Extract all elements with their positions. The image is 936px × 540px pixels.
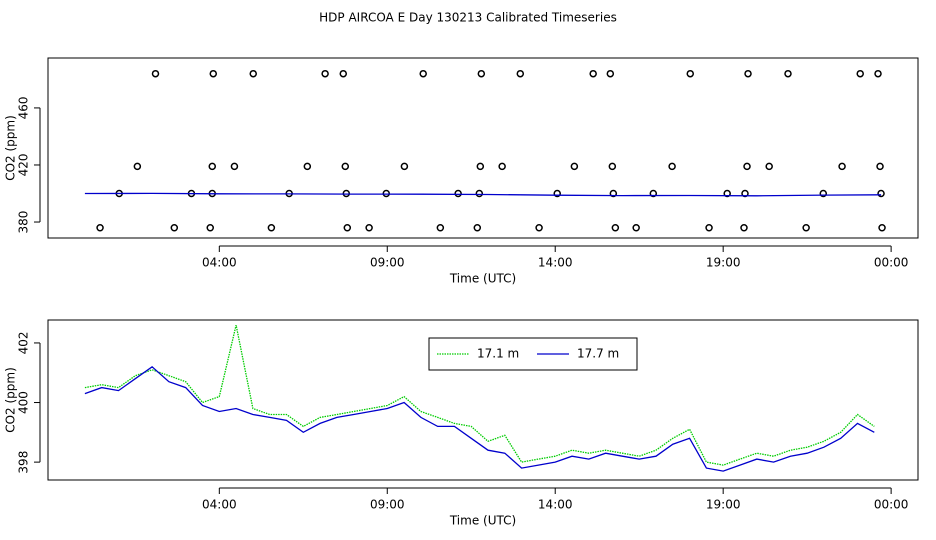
calibration-point bbox=[419, 69, 427, 78]
calibration-point bbox=[705, 223, 713, 232]
legend-label: 17.7 m bbox=[577, 347, 619, 361]
plot-frame bbox=[47, 319, 919, 481]
calibration-point bbox=[608, 162, 617, 171]
calibration-point bbox=[498, 162, 506, 171]
calibration-point bbox=[473, 223, 482, 232]
calibration-point bbox=[170, 223, 179, 232]
calibration-point bbox=[339, 69, 348, 78]
calibration-point bbox=[609, 189, 618, 198]
x-tick-label: 00:00 bbox=[874, 498, 909, 512]
calibration-point bbox=[877, 189, 885, 198]
calibration-point bbox=[649, 189, 658, 198]
y-tick-label: 398 bbox=[17, 451, 31, 474]
calibration-point bbox=[878, 223, 886, 232]
x-tick-label: 09:00 bbox=[370, 256, 405, 270]
x-tick-label: 04:00 bbox=[202, 256, 237, 270]
calibration-point bbox=[476, 162, 485, 171]
calibration-point bbox=[668, 162, 676, 171]
calibration-point bbox=[765, 162, 773, 171]
y-tick-label: 460 bbox=[17, 96, 31, 119]
x-axis-label: Time (UTC) bbox=[449, 272, 516, 286]
calibration-point bbox=[743, 162, 751, 171]
calibration-point bbox=[209, 69, 218, 78]
calibration-point bbox=[249, 69, 257, 78]
calibration-point bbox=[876, 162, 884, 171]
x-tick-label: 19:00 bbox=[706, 498, 741, 512]
y-axis-label: CO2 (ppm) bbox=[4, 115, 18, 181]
x-axis-label: Time (UTC) bbox=[449, 514, 516, 528]
calibration-point bbox=[151, 69, 160, 78]
calibration-point bbox=[303, 162, 312, 171]
y-tick-label: 400 bbox=[17, 391, 31, 414]
calibration-point bbox=[819, 189, 828, 198]
x-tick-label: 09:00 bbox=[370, 498, 405, 512]
calibration-point bbox=[744, 69, 752, 78]
calibration-point bbox=[784, 69, 792, 78]
calibration-point bbox=[874, 69, 882, 78]
calibration-point bbox=[267, 223, 276, 232]
series-line bbox=[84, 365, 875, 472]
calibration-point bbox=[400, 162, 409, 171]
calibration-point bbox=[606, 69, 615, 78]
calibration-point bbox=[321, 69, 329, 78]
calibration-point bbox=[856, 69, 864, 78]
calibration-point bbox=[686, 69, 695, 78]
calibration-point bbox=[365, 223, 373, 232]
plot-frame bbox=[47, 57, 919, 239]
calibration-point bbox=[589, 69, 597, 78]
legend-label: 17.1 m bbox=[477, 347, 519, 361]
calibration-point bbox=[535, 223, 543, 232]
calibration-point bbox=[740, 223, 748, 232]
y-tick-label: 420 bbox=[17, 154, 31, 177]
calibration-point bbox=[206, 223, 214, 232]
chart-title: HDP AIRCOA E Day 130213 Calibrated Times… bbox=[319, 11, 617, 25]
calibration-point bbox=[477, 69, 486, 78]
y-tick-label: 402 bbox=[17, 331, 31, 354]
calibration-point bbox=[96, 223, 104, 232]
calibration-point bbox=[723, 189, 731, 198]
x-tick-label: 14:00 bbox=[538, 256, 573, 270]
calibration-point bbox=[611, 223, 620, 232]
calibration-point bbox=[741, 189, 749, 198]
x-tick-label: 14:00 bbox=[538, 498, 573, 512]
calibration-point bbox=[570, 162, 579, 171]
calibration-point bbox=[208, 162, 217, 171]
x-tick-label: 04:00 bbox=[202, 498, 237, 512]
calibration-point bbox=[553, 189, 561, 198]
y-axis-label: CO2 (ppm) bbox=[4, 367, 18, 433]
calibration-point bbox=[802, 223, 810, 232]
calibration-point bbox=[436, 223, 445, 232]
calibration-point bbox=[454, 189, 462, 198]
y-tick-label: 380 bbox=[17, 211, 31, 234]
series-line bbox=[84, 192, 882, 197]
calibration-point bbox=[838, 162, 846, 171]
x-tick-label: 19:00 bbox=[706, 256, 741, 270]
calibration-point bbox=[230, 162, 239, 171]
calibration-point bbox=[632, 223, 640, 232]
calibration-point bbox=[475, 189, 484, 198]
calibration-point bbox=[341, 162, 350, 171]
calibration-point bbox=[133, 162, 142, 171]
calibration-point bbox=[516, 69, 525, 78]
legend-box bbox=[428, 337, 638, 371]
x-tick-label: 00:00 bbox=[874, 256, 909, 270]
calibration-point bbox=[343, 223, 352, 232]
